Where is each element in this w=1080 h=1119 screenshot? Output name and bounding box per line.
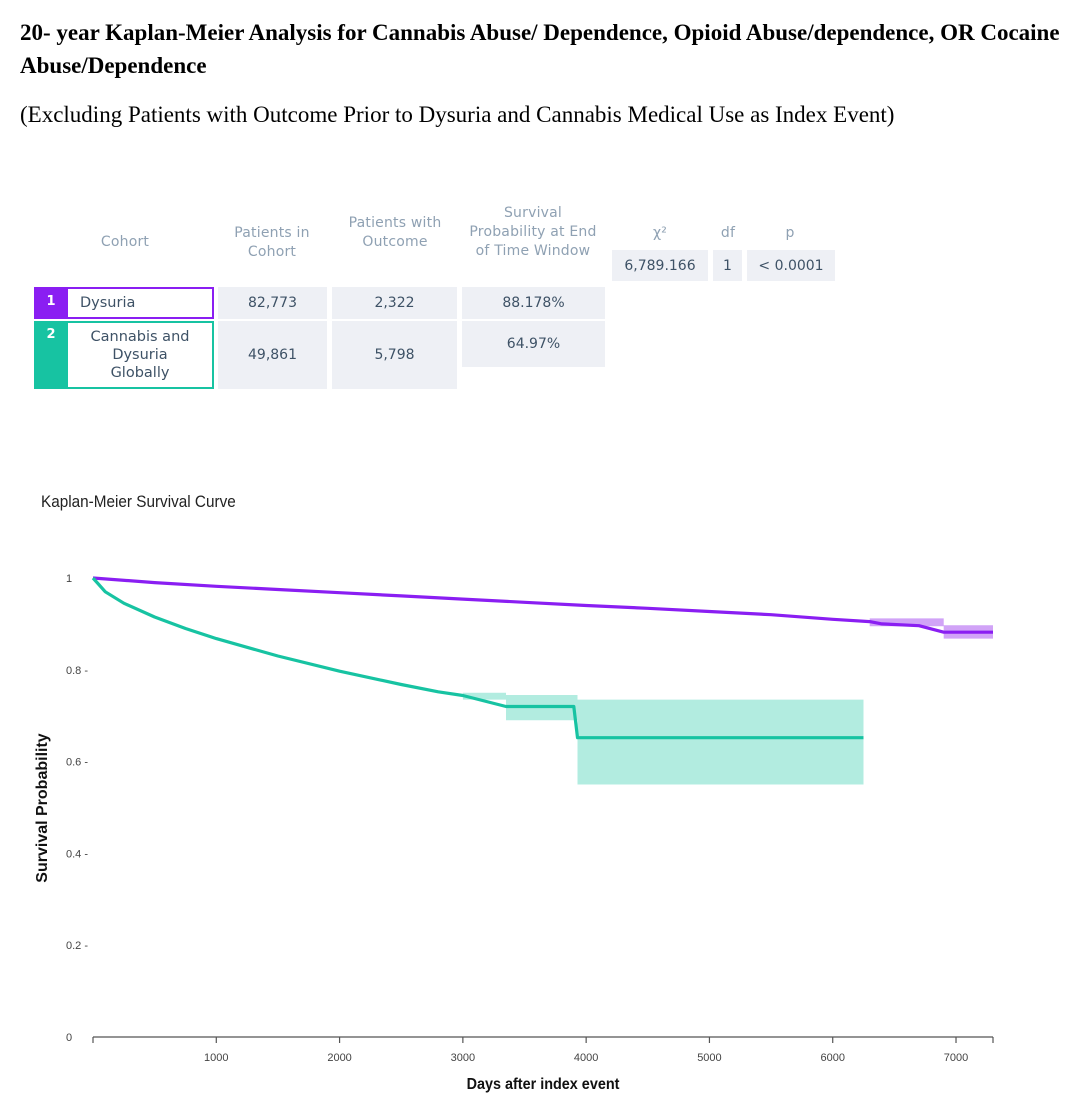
x-tick-label-1000: 1000 (204, 1052, 228, 1064)
y-tick-label-1: 1 (66, 573, 72, 585)
header-chi2: χ² (652, 225, 668, 241)
cohort-2-survival: 64.97% (462, 321, 605, 367)
y-axis-label: Survival Probability (34, 733, 51, 882)
x-tick-label-3000: 3000 (451, 1052, 475, 1064)
stat-df-value: 1 (713, 250, 742, 281)
survival-line-1 (92, 576, 993, 634)
cohort-1-patients: 82,773 (218, 287, 327, 319)
x-tick-label-7000: 7000 (944, 1052, 968, 1064)
page-subtitle: (Excluding Patients with Outcome Prior t… (20, 102, 895, 127)
y-tick-label-0: 0 (66, 1032, 72, 1044)
cohort-1-survival: 88.178% (462, 287, 605, 319)
cohort-2-outcome: 5,798 (332, 321, 457, 389)
header-df: df (720, 225, 736, 241)
survival-curves (91, 576, 993, 740)
y-tick-label-0.8: 0.8 - (66, 665, 88, 677)
cohort-2-name: Cannabis and Dysuria Globally (68, 321, 214, 389)
header-cohort: Cohort (100, 234, 150, 250)
y-tick-label-0.6: 0.6 - (66, 757, 88, 769)
confidence-bands (462, 618, 993, 785)
x-tick-label-2000: 2000 (327, 1052, 351, 1064)
cohort-1-badge: 1 (34, 287, 68, 319)
cohort-1-outcome: 2,322 (332, 287, 457, 319)
stat-p-value: < 0.0001 (747, 250, 835, 281)
header-survival-probability: Survival Probability at End of Time Wind… (469, 205, 597, 259)
header-patients-in-cohort: Patients in Cohort (234, 225, 310, 260)
cohort-2-patients: 49,861 (218, 321, 327, 389)
page-title: 20- year Kaplan-Meier Analysis for Canna… (20, 20, 1060, 78)
cohort-1-name: Dysuria (68, 287, 214, 319)
chart-title: Kaplan-Meier Survival Curve (41, 492, 236, 511)
survival-line-2 (91, 576, 864, 740)
header-p: p (785, 225, 795, 241)
chart-axes: 1000 2000 3000 4000 5000 6000 7000 0 0.2 - 0.4 - 0… (66, 573, 994, 1064)
y-tick-label-0.4: 0.4 - (66, 848, 88, 860)
x-tick-label-5000: 5000 (697, 1052, 721, 1064)
x-tick-label-4000: 4000 (574, 1052, 598, 1064)
stat-chi2-value: 6,789.166 (612, 250, 708, 281)
header-patients-with-outcome: Patients with Outcome (348, 215, 442, 250)
x-tick-label-6000: 6000 (820, 1052, 844, 1064)
y-tick-label-0.2: 0.2 - (66, 940, 88, 952)
cohort-2-badge: 2 (34, 321, 68, 389)
x-axis-label: Days after index event (467, 1075, 620, 1093)
